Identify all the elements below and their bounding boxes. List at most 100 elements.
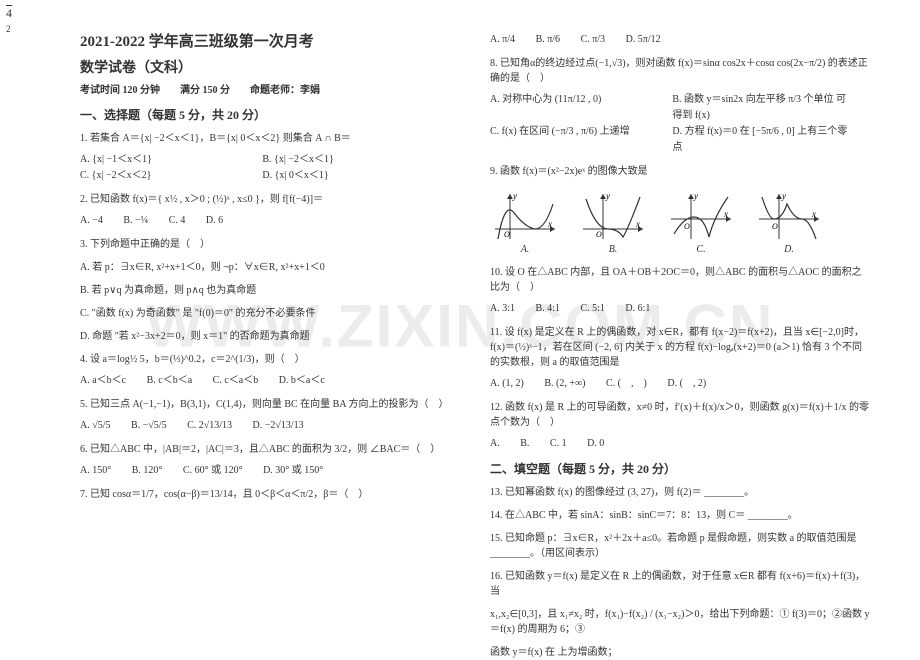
svg-text:O: O xyxy=(504,230,510,239)
q4: 4. 设 a＝log½ 5，b＝(⅓)^0.2，c＝2^(1/3)，则（ ） xyxy=(80,352,460,367)
svg-text:y: y xyxy=(512,191,517,201)
q7-opts: A. π/4 B. π/6 C. π/3 D. 5π/12 xyxy=(490,32,870,48)
q8-a: A. 对称中心为 (11π/12 , 0) xyxy=(490,92,672,124)
exam-info: 考试时间 120 分钟 满分 150 分 命题老师：李娟 xyxy=(80,81,460,96)
q16c: 函数 y＝f(x) 在 上为增函数； xyxy=(490,645,870,660)
q10-b: B. 4:1 xyxy=(536,301,560,317)
q6: 6. 已知△ABC 中，|AB|＝2，|AC|＝3，且△ABC 的面积为 3/2… xyxy=(80,442,460,457)
q14: 14. 在△ABC 中，若 sinA：sinB：sinC＝7：8：13，则 C＝… xyxy=(490,508,870,523)
graph-a-svg: x y O xyxy=(490,189,560,244)
q11-opts: A. (1, 2) B. (2, +∞) C. ( , ) D. ( , 2) xyxy=(490,376,870,392)
q9-label-c: C. xyxy=(666,244,736,255)
svg-text:y: y xyxy=(781,191,786,201)
q8: 8. 已知角α的终边经过点(−1,√3)，则对函数 f(x)＝sinα cos2… xyxy=(490,56,870,86)
q1-b: B. {x| −2＜x＜1} xyxy=(262,152,444,168)
q11-b: B. (2, +∞) xyxy=(544,376,585,392)
svg-text:x: x xyxy=(811,209,816,219)
q10: 10. 设 O 在△ABC 内部，且 OA＋OB＋2OC＝0，则△ABC 的面积… xyxy=(490,265,870,295)
q4-c: C. c＜a＜b xyxy=(213,373,259,389)
q2-opts: A. −4 B. −¼ C. 4 D. 6 xyxy=(80,213,460,229)
q11-a: A. (1, 2) xyxy=(490,376,524,392)
q2: 2. 已知函数 f(x)＝{ x½ , x＞0 ; (½)ˣ , x≤0 }，则… xyxy=(80,192,460,207)
q7-a: A. π/4 xyxy=(490,32,515,48)
q13: 13. 已知幂函数 f(x) 的图像经过 (3, 27)，则 f(2)＝ ___… xyxy=(490,485,870,500)
q9-label-b: B. xyxy=(578,244,648,255)
q12-a: A. xyxy=(490,436,500,452)
q11-d: D. ( , 2) xyxy=(667,376,706,392)
q9-label-a: A. xyxy=(490,244,560,255)
svg-text:O: O xyxy=(596,230,602,239)
q16b: x₁,x₂∈[0,3]，且 x₁≠x₂ 时，f(x₁)−f(x₂) / (x₁−… xyxy=(490,607,870,637)
page: 2021-2022 学年高三班级第一次月考 数学试卷（文科） 考试时间 120 … xyxy=(0,0,920,651)
graph-b-svg: x y O xyxy=(578,189,648,244)
right-column: A. π/4 B. π/6 C. π/3 D. 5π/12 8. 已知角α的终边… xyxy=(490,30,870,631)
q12: 12. 函数 f(x) 是 R 上的可导函数，x≠0 时，f′(x)＋f(x)/… xyxy=(490,400,870,430)
svg-text:x: x xyxy=(635,219,640,229)
q10-opts: A. 3:1 B. 4:1 C. 5:1 D. 6:1 xyxy=(490,301,870,317)
q2-a: A. −4 xyxy=(80,213,103,229)
q9-graph-c: x y O C. xyxy=(666,189,736,255)
q9-graph-a: x y O A. xyxy=(490,189,560,255)
q1-c: C. {x| −2＜x＜2} xyxy=(80,168,262,184)
q10-d: D. 6:1 xyxy=(625,301,650,317)
q2-b: B. −¼ xyxy=(123,213,148,229)
q8-c: C. f(x) 在区间 (−π/3 , π/6) 上递增 xyxy=(490,124,672,156)
q7-d: D. 5π/12 xyxy=(626,32,661,48)
svg-text:y: y xyxy=(605,191,610,201)
q5-d: D. −2√13/13 xyxy=(253,418,304,434)
q4-opts: A. a＜b＜c B. c＜b＜a C. c＜a＜b D. b＜a＜c xyxy=(80,373,460,389)
svg-text:O: O xyxy=(772,222,778,231)
q8-opts: A. 对称中心为 (11π/12 , 0) B. 函数 y＝sin2x 向左平移… xyxy=(490,92,870,156)
q10-a: A. 3:1 xyxy=(490,301,515,317)
q7-c: C. π/3 xyxy=(581,32,606,48)
q3-d: D. 命题 "若 x²−3x+2＝0，则 x＝1" 的否命题为真命题 xyxy=(80,329,460,344)
svg-text:y: y xyxy=(693,191,698,201)
q12-d: D. 0 xyxy=(587,436,604,452)
q1-opts: A. {x| −1＜x＜1} B. {x| −2＜x＜1} C. {x| −2＜… xyxy=(80,152,460,184)
svg-text:x: x xyxy=(723,209,728,219)
q7-b: B. π/6 xyxy=(536,32,561,48)
q5-opts: A. √5/5 B. −√5/5 C. 2√13/13 D. −2√13/13 xyxy=(80,418,460,434)
q6-d: D. 30° 或 150° xyxy=(263,463,323,479)
section-2-head: 二、填空题（每题 5 分，共 20 分） xyxy=(490,460,870,477)
q12-opts: A. B. C. 1 D. 0 xyxy=(490,436,870,452)
q2-d: D. 6 xyxy=(206,213,223,229)
q10-c: C. 5:1 xyxy=(580,301,604,317)
q9-graphs: x y O A. x y O B. xyxy=(490,189,870,255)
q1-d: D. {x| 0＜x＜1} xyxy=(262,168,444,184)
q11: 11. 设 f(x) 是定义在 R 上的偶函数，对 x∈R，都有 f(x−2)＝… xyxy=(490,325,870,370)
graph-c-svg: x y O xyxy=(666,189,736,244)
q5-a: A. √5/5 xyxy=(80,418,111,434)
q3-a: A. 若 p：∃x∈R, x²+x+1＜0，则 ¬p：∀x∈R, x²+x+1＜… xyxy=(80,260,460,275)
q4-b: B. c＜b＜a xyxy=(147,373,193,389)
q2-c: C. 4 xyxy=(169,213,186,229)
q11-c: C. ( , ) xyxy=(606,376,647,392)
q16: 16. 已知函数 y＝f(x) 是定义在 R 上的偶函数，对于任意 x∈R 都有… xyxy=(490,569,870,599)
q15: 15. 已知命题 p：∃x∈R，x²＋2x＋a≤0。若命题 p 是假命题，则实数… xyxy=(490,531,870,561)
q3: 3. 下列命题中正确的是（ ） xyxy=(80,237,460,252)
q9-graph-d: x y O D. xyxy=(754,189,824,255)
q8-d: D. 方程 f(x)＝0 在 [−5π/6 , 0] 上有三个零点 xyxy=(672,124,854,156)
q4-a: A. a＜b＜c xyxy=(80,373,126,389)
q1-a: A. {x| −1＜x＜1} xyxy=(80,152,262,168)
q7: 7. 已知 cosα＝1/7，cos(α−β)＝13/14，且 0＜β＜α＜π/… xyxy=(80,487,460,502)
q9-graph-b: x y O B. xyxy=(578,189,648,255)
q6-a: A. 150° xyxy=(80,463,111,479)
q3-c: C. "函数 f(x) 为奇函数" 是 "f(0)＝0" 的充分不必要条件 xyxy=(80,306,460,321)
q6-c: C. 60° 或 120° xyxy=(183,463,243,479)
q5-c: C. 2√13/13 xyxy=(187,418,232,434)
title-sub: 数学试卷（文科） xyxy=(80,57,460,77)
q9: 9. 函数 f(x)＝(x²−2x)eˣ 的图像大致是 xyxy=(490,164,870,179)
q9-label-d: D. xyxy=(754,244,824,255)
left-column: 2021-2022 学年高三班级第一次月考 数学试卷（文科） 考试时间 120 … xyxy=(80,30,460,631)
q3-b: B. 若 p∨q 为真命题，则 p∧q 也为真命题 xyxy=(80,283,460,298)
q5-b: B. −√5/5 xyxy=(131,418,167,434)
q6-b: B. 120° xyxy=(132,463,163,479)
section-1-head: 一、选择题（每题 5 分，共 20 分） xyxy=(80,106,460,123)
q1: 1. 若集合 A＝{x| −2＜x＜1}，B＝{x| 0＜x＜2} 则集合 A … xyxy=(80,131,460,146)
q12-c: C. 1 xyxy=(550,436,567,452)
q8-b: B. 函数 y＝sin2x 向左平移 π/3 个单位 可得到 f(x) xyxy=(672,92,854,124)
q6-opts: A. 150° B. 120° C. 60° 或 120° D. 30° 或 1… xyxy=(80,463,460,479)
graph-d-svg: x y O xyxy=(754,189,824,244)
q5: 5. 已知三点 A(−1,−1)，B(3,1)，C(1,4)，则向量 BC 在向… xyxy=(80,397,460,412)
